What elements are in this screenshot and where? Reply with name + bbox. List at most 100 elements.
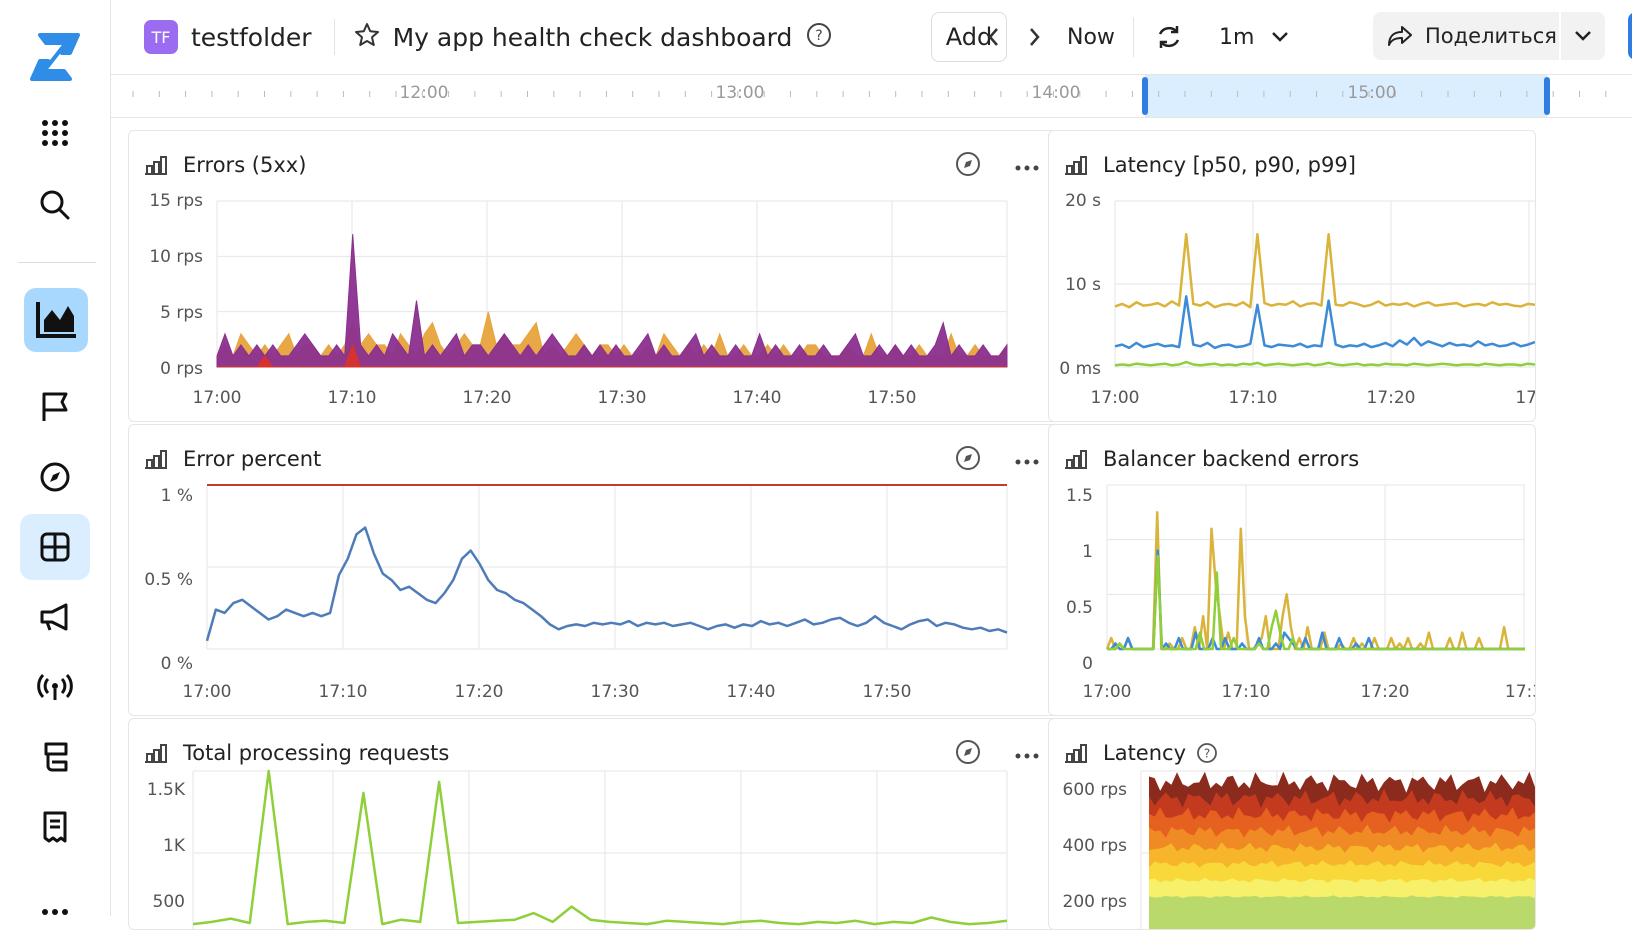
explore-icon[interactable] — [955, 739, 981, 769]
add-button[interactable]: Add — [931, 12, 1007, 62]
x-tick-label: 17:3 — [1505, 682, 1535, 702]
y-tick-label: 0 % — [161, 654, 193, 674]
share-menu-button[interactable] — [1561, 12, 1605, 60]
y-tick-label: 500 — [153, 892, 185, 912]
star-icon[interactable] — [353, 21, 381, 53]
panel-title: Balancer backend errors — [1103, 447, 1360, 471]
series-line-2 — [1107, 554, 1525, 651]
y-tick-label: 15 rps — [149, 191, 203, 211]
timeline-selection[interactable] — [1145, 75, 1547, 117]
chevron-down-icon — [1575, 31, 1591, 41]
y-tick-label: 5 rps — [160, 303, 203, 323]
panel-title: Total processing requests — [183, 741, 450, 765]
help-icon[interactable]: ? — [806, 22, 832, 52]
svg-text:?: ? — [1204, 747, 1210, 761]
share-button[interactable]: Поделиться — [1373, 12, 1559, 60]
errors-chart: 15 rps 10 rps 5 rps 0 rps 17:00 17:10 17… — [149, 191, 1008, 408]
chart-icon — [1065, 156, 1087, 175]
series-line-2 — [1114, 360, 1535, 367]
panel-total-requests: Total processing requests 1.5K 1K 500 — [128, 718, 1058, 930]
header: TF testfolder My app health check dashbo… — [111, 0, 1632, 74]
now-button[interactable]: Now — [1067, 24, 1115, 50]
y-tick-label: 0 ms — [1059, 359, 1101, 379]
panel-title: Latency — [1103, 741, 1187, 765]
series-area-2 — [217, 343, 1007, 368]
explore-icon[interactable] — [955, 151, 981, 181]
svg-text:?: ? — [816, 28, 823, 44]
y-tick-label: 10 s — [1065, 275, 1101, 295]
chart-icon — [145, 744, 167, 763]
y-tick-label: 400 rps — [1063, 836, 1128, 856]
x-tick-label: 17:00 — [1091, 388, 1140, 408]
series-line-0 — [1114, 232, 1535, 309]
refresh-icon[interactable] — [1155, 0, 1183, 74]
timeline-handle-right[interactable] — [1544, 77, 1550, 115]
y-tick-label: 1 — [1082, 542, 1093, 562]
more-options-icon[interactable] — [1015, 745, 1039, 764]
x-tick-label: 17:50 — [863, 682, 912, 702]
error-percent-chart: 1 % 0.5 % 0 % 17:00 17:10 17:20 17:30 17… — [144, 484, 1008, 702]
series-line-1 — [1114, 295, 1535, 350]
y-tick-label: 0.5 — [1066, 598, 1093, 618]
chart-icon — [145, 156, 167, 175]
monitoring-icon[interactable] — [24, 288, 88, 352]
chevron-down-icon — [1272, 32, 1289, 42]
share-icon — [1388, 26, 1412, 46]
megaphone-icon[interactable] — [20, 584, 90, 650]
folder-name[interactable]: testfolder — [191, 22, 312, 52]
more-options-icon[interactable] — [1015, 451, 1039, 470]
broadcast-icon[interactable] — [20, 654, 90, 720]
x-tick-label: 17:10 — [319, 682, 368, 702]
x-tick-label: 17:50 — [868, 388, 917, 408]
dashboards-icon[interactable] — [20, 514, 90, 580]
refresh-interval-select[interactable]: 1m — [1219, 0, 1290, 74]
edge-button[interactable] — [1628, 12, 1632, 60]
panel-latency-percentiles: Latency [p50, p90, p99] 20 s 10 s 0 ms 1… — [1048, 130, 1536, 422]
panel-title: Latency [p50, p90, p99] — [1103, 153, 1356, 177]
latency-band-7 — [1149, 895, 1535, 929]
chart-icon — [1065, 744, 1087, 763]
y-tick-label: 0 rps — [160, 359, 203, 379]
search-icon[interactable] — [20, 172, 90, 238]
x-tick-label: 17:10 — [1229, 388, 1278, 408]
panel-title: Errors (5xx) — [183, 153, 307, 177]
timeline-svg: 12:00 13:00 14:00 15:00 — [132, 75, 1607, 117]
series-line-0 — [1105, 511, 1525, 651]
sidebar — [0, 0, 111, 916]
refresh-interval-value: 1m — [1219, 24, 1255, 50]
timeline[interactable]: 12:00 13:00 14:00 15:00 — [111, 74, 1632, 118]
x-tick-label: 17:00 — [193, 388, 242, 408]
latency-heat-chart: 600 rps 400 rps 200 rps — [1063, 770, 1535, 929]
panel-title: Error percent — [183, 447, 322, 471]
logo-icon[interactable] — [20, 24, 90, 90]
y-tick-label: 0.5 % — [144, 570, 193, 590]
timeline-handle-left[interactable] — [1142, 77, 1148, 115]
x-tick-label: 17:30 — [591, 682, 640, 702]
compass-icon[interactable] — [20, 444, 90, 510]
timeline-label: 14:00 — [1032, 83, 1081, 103]
next-arrow-icon[interactable] — [1025, 0, 1043, 74]
y-tick-label: 600 rps — [1063, 780, 1128, 800]
flag-icon[interactable] — [20, 374, 90, 440]
latency-percentiles-chart: 20 s 10 s 0 ms 17:00 17:10 17:20 17: — [1059, 191, 1535, 408]
y-tick-label: 1.5K — [147, 780, 186, 800]
x-tick-label: 17:20 — [1367, 388, 1416, 408]
chart-icon — [145, 450, 167, 469]
series-area-1 — [216, 234, 1008, 368]
more-icon[interactable] — [20, 866, 90, 916]
receipt-icon[interactable] — [20, 794, 90, 860]
share-label: Поделиться — [1425, 24, 1557, 48]
timeline-label: 12:00 — [400, 83, 449, 103]
timeline-label: 15:00 — [1348, 83, 1397, 103]
x-tick-label: 17:10 — [328, 388, 377, 408]
x-tick-label: 17:20 — [463, 388, 512, 408]
folder-avatar[interactable]: TF — [144, 20, 178, 54]
scroll-icon[interactable] — [20, 724, 90, 790]
prev-arrow-icon[interactable] — [985, 0, 1003, 74]
timeline-label: 13:00 — [716, 83, 765, 103]
x-tick-label: 17: — [1515, 388, 1535, 408]
series-line-0 — [205, 526, 1008, 642]
more-options-icon[interactable] — [1015, 157, 1039, 176]
explore-icon[interactable] — [955, 445, 981, 475]
apps-grid-icon[interactable] — [20, 100, 90, 166]
